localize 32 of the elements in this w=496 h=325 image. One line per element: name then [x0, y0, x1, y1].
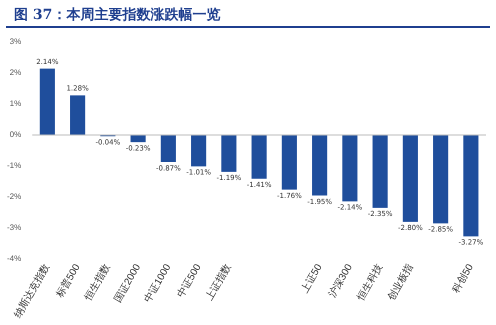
chart-title: 图 37：本周主要指数涨跌幅一览 — [6, 0, 490, 28]
x-tick-label: 科创50 — [450, 262, 476, 295]
y-tick-label: 3% — [10, 37, 22, 46]
x-tick-label: 恒生指数 — [82, 262, 113, 304]
bar — [433, 135, 448, 224]
bar — [312, 135, 328, 196]
bar — [402, 135, 418, 222]
bar — [191, 135, 206, 166]
bar — [130, 135, 146, 142]
bar — [70, 95, 86, 136]
x-tick-label: 纳斯达克指数 — [12, 262, 52, 320]
bar — [252, 135, 267, 179]
y-tick-label: -4% — [6, 254, 22, 264]
bar — [221, 135, 236, 172]
x-tick-label: 创业板指 — [384, 262, 416, 303]
bar — [372, 135, 388, 208]
bar — [160, 135, 176, 162]
x-tick-label: 恒生科技 — [354, 262, 386, 304]
y-tick-label: 1% — [10, 99, 22, 108]
bar — [282, 135, 297, 190]
bar — [342, 135, 358, 202]
x-tick-label: 上证指数 — [203, 262, 234, 303]
y-tick-label: 0% — [10, 130, 22, 140]
x-tick-label: 标普500 — [53, 262, 83, 301]
bar — [40, 68, 55, 136]
y-tick-label: -1% — [6, 161, 22, 170]
x-tick-label: 沪深300 — [326, 262, 356, 300]
y-tick-label: -3% — [6, 223, 22, 232]
x-tick-label: 上证50 — [298, 262, 325, 295]
bar — [463, 135, 478, 236]
y-tick-label: -2% — [6, 192, 22, 202]
y-tick-label: 2% — [10, 68, 22, 78]
